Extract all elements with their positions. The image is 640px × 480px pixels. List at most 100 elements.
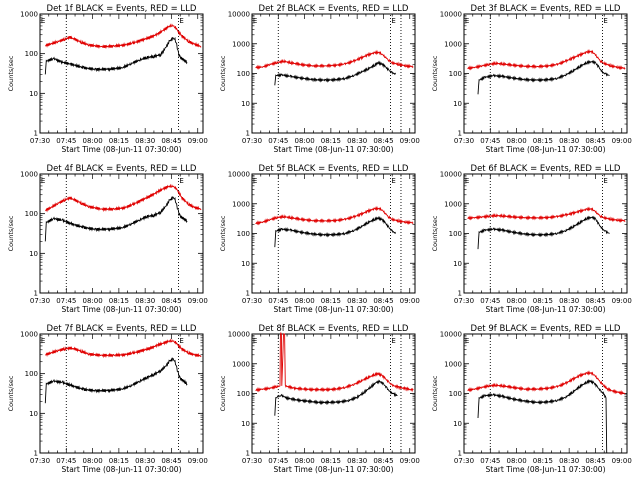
panel-title: Det 4f BLACK = Events, RED = LLD [47, 164, 197, 174]
panel-title: Det 9f BLACK = Events, RED = LLD [471, 324, 621, 334]
event-marker: E [603, 17, 607, 25]
panel-title: Det 7f BLACK = Events, RED = LLD [47, 324, 197, 334]
y-tick-label: 100 [449, 230, 462, 238]
y-tick-label: 1 [246, 130, 250, 138]
panel-7: Det 7f BLACK = Events, RED = LLD 1 10 100 10… [7, 324, 208, 474]
y-tick-label: 10 [241, 420, 250, 428]
panel-4: Det 4f BLACK = Events, RED = LLD 1 10 100 10… [7, 164, 208, 314]
panel-3: Det 3f BLACK = Events, RED = LLD 1 10 100 10… [431, 4, 632, 154]
x-axis-label: Start Time (08-Jun-11 07:30:00) [274, 145, 394, 154]
event-marker: E [41, 337, 45, 345]
x-tick-label: 08:15 [109, 137, 129, 145]
x-tick-label: 07:30 [242, 457, 262, 465]
x-tick-label: 08:30 [135, 137, 155, 145]
x-tick-label: 08:30 [347, 137, 367, 145]
panel-title: Det 2f BLACK = Events, RED = LLD [259, 4, 409, 14]
x-tick-label: 07:30 [30, 297, 50, 305]
x-axis-label: Start Time (08-Jun-11 07:30:00) [62, 465, 182, 474]
y-tick-label: 10000 [228, 331, 250, 339]
x-tick-label: 07:30 [454, 137, 474, 145]
x-tick-label: 09:00 [400, 297, 420, 305]
y-tick-label: 10000 [228, 171, 250, 179]
x-axis-label: Start Time (08-Jun-11 07:30:00) [274, 465, 394, 474]
x-tick-label: 08:45 [161, 297, 181, 305]
y-tick-label: 10 [29, 250, 38, 258]
events-series-line [477, 59, 610, 95]
y-tick-label: 10 [29, 90, 38, 98]
x-tick-label: 08:15 [321, 137, 341, 145]
y-tick-label: 1000 [444, 200, 462, 208]
lld-series-line [255, 331, 414, 393]
plot-frame [39, 173, 204, 294]
y-tick-label: 10 [453, 420, 462, 428]
x-tick-label: 09:00 [188, 457, 208, 465]
events-series-line [44, 36, 188, 75]
x-tick-label: 07:30 [454, 457, 474, 465]
panel-5: Det 5f BLACK = Events, RED = LLD 1 10 100 10… [219, 164, 420, 314]
x-tick-label: 07:30 [30, 137, 50, 145]
y-tick-label: 10000 [440, 331, 462, 339]
event-marker: E [391, 17, 395, 25]
event-marker: E [465, 337, 469, 345]
x-tick-label: 08:30 [559, 297, 579, 305]
lld-series-line [467, 370, 626, 396]
event-marker: E [603, 177, 607, 185]
panel-8: Det 8f BLACK = Events, RED = LLD 1 10 100 10… [219, 324, 420, 474]
plot-frame [463, 13, 628, 134]
x-tick-label: 08:45 [161, 137, 181, 145]
event-marker: E [41, 177, 45, 185]
x-tick-label: 08:15 [533, 457, 553, 465]
x-tick-label: 07:45 [56, 457, 76, 465]
x-tick-label: 07:30 [242, 297, 262, 305]
lld-series-line [467, 206, 626, 223]
x-tick-label: 07:45 [268, 297, 288, 305]
x-tick-label: 09:00 [188, 137, 208, 145]
x-tick-label: 08:45 [585, 457, 605, 465]
events-series-line [477, 378, 608, 454]
y-tick-label: 10000 [440, 11, 462, 19]
event-marker: E [253, 17, 257, 25]
x-tick-label: 08:30 [347, 457, 367, 465]
x-axis-label: Start Time (08-Jun-11 07:30:00) [62, 145, 182, 154]
x-tick-label: 07:45 [56, 297, 76, 305]
panel-6: Det 6f BLACK = Events, RED = LLD 1 10 100 10… [431, 164, 632, 314]
y-tick-label: 1 [34, 290, 38, 298]
panel-title: Det 1f BLACK = Events, RED = LLD [47, 4, 197, 14]
events-series-line [44, 357, 188, 404]
y-tick-label: 10 [453, 100, 462, 108]
events-series-line [274, 60, 397, 86]
event-marker: E [179, 337, 183, 345]
x-tick-label: 07:45 [480, 137, 500, 145]
y-tick-label: 1000 [232, 40, 250, 48]
y-tick-label: 1000 [232, 200, 250, 208]
x-tick-label: 08:00 [294, 457, 314, 465]
x-tick-label: 08:00 [506, 137, 526, 145]
events-series-line [477, 215, 610, 250]
x-tick-label: 08:15 [533, 137, 553, 145]
plot-frame [251, 13, 416, 134]
events-series-line [44, 196, 188, 242]
panel-1: Det 1f BLACK = Events, RED = LLD 1 10 100 10… [7, 4, 208, 154]
x-tick-label: 07:45 [268, 457, 288, 465]
y-tick-label: 100 [237, 230, 250, 238]
panel-9: Det 9f BLACK = Events, RED = LLD 1 10 100 10… [431, 324, 632, 474]
event-marker: E [253, 177, 257, 185]
x-tick-label: 08:15 [109, 297, 129, 305]
y-tick-label: 100 [25, 50, 38, 58]
event-marker: E [465, 177, 469, 185]
x-tick-label: 09:00 [400, 457, 420, 465]
y-axis-label: Counts/sec [7, 55, 15, 91]
event-marker: E [253, 337, 257, 345]
x-tick-label: 07:45 [268, 137, 288, 145]
lld-series-line [45, 183, 202, 213]
y-axis-label: Counts/sec [431, 375, 439, 411]
y-tick-label: 10 [453, 260, 462, 268]
x-tick-label: 07:30 [242, 137, 262, 145]
y-axis-label: Counts/sec [7, 215, 15, 251]
panel-title: Det 3f BLACK = Events, RED = LLD [471, 4, 621, 14]
lld-series-line [255, 49, 414, 70]
y-tick-label: 100 [449, 70, 462, 78]
y-axis-label: Counts/sec [431, 215, 439, 251]
y-tick-label: 1000 [20, 331, 38, 339]
x-tick-label: 08:30 [559, 137, 579, 145]
